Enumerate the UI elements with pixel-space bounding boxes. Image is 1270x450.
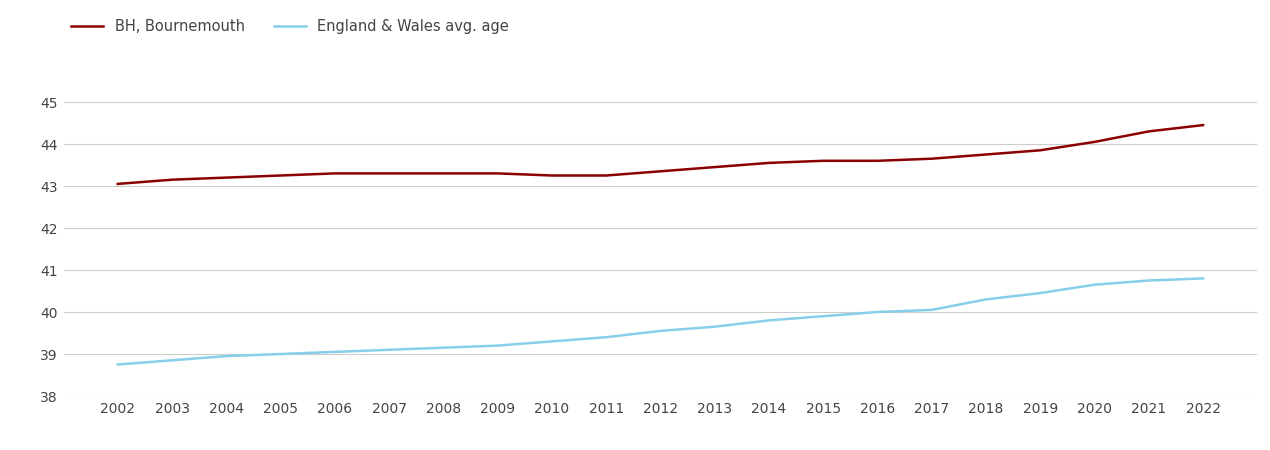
- Line: England & Wales avg. age: England & Wales avg. age: [118, 279, 1203, 365]
- England & Wales avg. age: [653, 328, 668, 333]
- BH, Bournemouth: [978, 152, 993, 157]
- BH, Bournemouth: [110, 181, 126, 187]
- England & Wales avg. age: [815, 314, 831, 319]
- England & Wales avg. age: [490, 343, 505, 348]
- BH, Bournemouth: [870, 158, 885, 163]
- England & Wales avg. age: [1195, 276, 1210, 281]
- BH, Bournemouth: [925, 156, 940, 162]
- BH, Bournemouth: [707, 164, 723, 170]
- BH, Bournemouth: [381, 171, 396, 176]
- BH, Bournemouth: [328, 171, 343, 176]
- BH, Bournemouth: [1195, 122, 1210, 128]
- Line: BH, Bournemouth: BH, Bournemouth: [118, 125, 1203, 184]
- England & Wales avg. age: [381, 347, 396, 352]
- BH, Bournemouth: [1087, 139, 1102, 144]
- BH, Bournemouth: [815, 158, 831, 163]
- BH, Bournemouth: [490, 171, 505, 176]
- BH, Bournemouth: [653, 169, 668, 174]
- England & Wales avg. age: [1033, 290, 1048, 296]
- BH, Bournemouth: [761, 160, 776, 166]
- BH, Bournemouth: [273, 173, 288, 178]
- BH, Bournemouth: [1142, 129, 1157, 134]
- BH, Bournemouth: [164, 177, 179, 182]
- BH, Bournemouth: [1033, 148, 1048, 153]
- England & Wales avg. age: [870, 309, 885, 315]
- England & Wales avg. age: [978, 297, 993, 302]
- England & Wales avg. age: [164, 358, 179, 363]
- BH, Bournemouth: [218, 175, 234, 180]
- England & Wales avg. age: [436, 345, 451, 351]
- England & Wales avg. age: [707, 324, 723, 329]
- England & Wales avg. age: [545, 339, 560, 344]
- England & Wales avg. age: [761, 318, 776, 323]
- England & Wales avg. age: [1087, 282, 1102, 288]
- England & Wales avg. age: [1142, 278, 1157, 283]
- England & Wales avg. age: [925, 307, 940, 313]
- England & Wales avg. age: [598, 334, 613, 340]
- BH, Bournemouth: [545, 173, 560, 178]
- BH, Bournemouth: [598, 173, 613, 178]
- Legend: BH, Bournemouth, England & Wales avg. age: BH, Bournemouth, England & Wales avg. ag…: [71, 19, 509, 34]
- England & Wales avg. age: [273, 351, 288, 357]
- BH, Bournemouth: [436, 171, 451, 176]
- England & Wales avg. age: [328, 349, 343, 355]
- England & Wales avg. age: [110, 362, 126, 367]
- England & Wales avg. age: [218, 353, 234, 359]
